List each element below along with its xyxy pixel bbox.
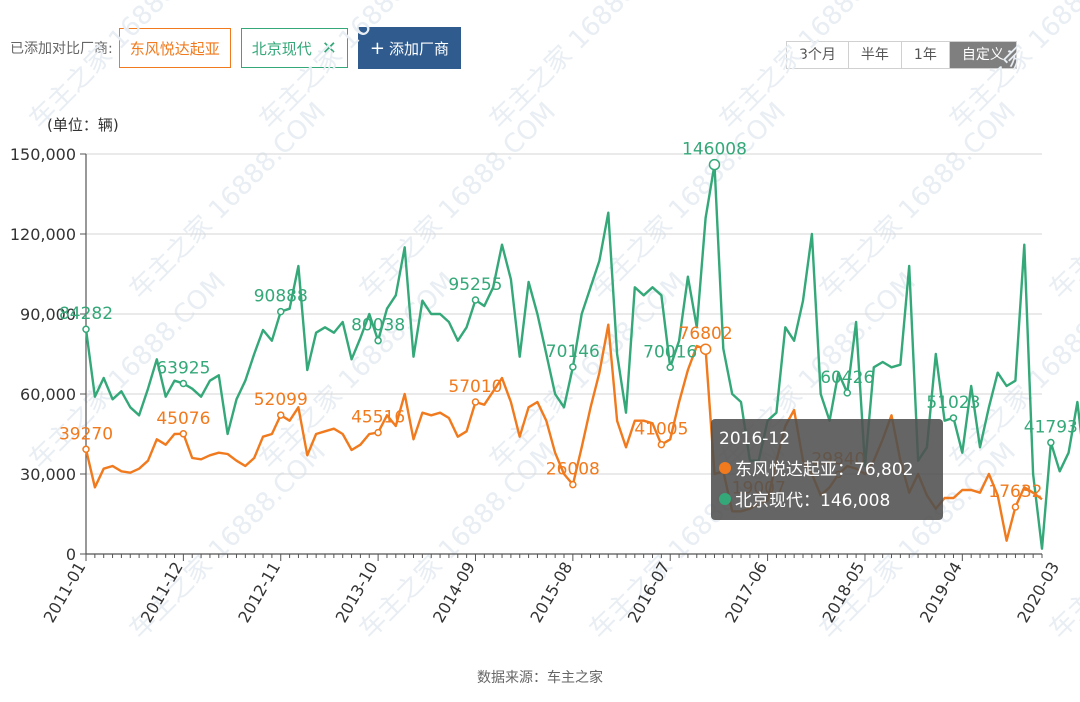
tooltip-row-label: 北京现代：146,008 xyxy=(735,491,891,511)
data-point xyxy=(1047,438,1055,447)
chip-dongfeng-yueda-kia[interactable]: 东风悦达起亚 xyxy=(118,28,231,68)
data-label: 95255 xyxy=(448,275,502,295)
data-point xyxy=(1011,503,1020,511)
tab-half-year[interactable]: 半年 xyxy=(848,42,902,68)
tooltip-row-label: 东风悦达起亚：76,802 xyxy=(735,460,914,480)
data-label: 84282 xyxy=(59,304,113,324)
add-manufacturer-button[interactable]: + 添加厂商 xyxy=(357,27,461,69)
chart-tooltip: 2016-12 东风悦达起亚：76,802 北京现代：146,008 xyxy=(711,419,943,520)
watermark: 车主之家 16888.COM xyxy=(1044,97,1080,305)
data-label: 76802 xyxy=(679,324,733,344)
data-point xyxy=(843,389,852,397)
chip-label: 东风悦达起亚 xyxy=(129,39,220,58)
tab-1-year[interactable]: 1年 xyxy=(901,42,950,68)
y-tick-label: 150,000 xyxy=(10,145,76,164)
data-label: 41793 xyxy=(1024,418,1078,438)
data-point xyxy=(374,336,382,345)
tab-custom[interactable]: 自定义 xyxy=(949,42,1016,68)
watermark-layer: 车主之家 16888.COM 车主之家 16888.COM 车主之家 16888.C… xyxy=(24,0,1080,645)
data-label: 146008 xyxy=(682,140,747,160)
data-point xyxy=(569,480,577,489)
data-label: 39270 xyxy=(59,424,113,444)
watermark: 车主之家 16888.COM xyxy=(714,0,922,135)
close-icon[interactable]: ✕ xyxy=(321,37,337,59)
data-label: 70146 xyxy=(546,342,600,362)
data-point xyxy=(276,411,285,419)
x-tick-label: 2012-11 xyxy=(234,559,284,626)
data-point xyxy=(699,343,712,355)
x-tick-label: 2017-06 xyxy=(721,559,771,626)
data-label: 60426 xyxy=(820,368,874,388)
watermark: 车主之家 16888.COM xyxy=(254,0,462,135)
grid-layer xyxy=(86,153,1042,475)
tooltip-row-dongfeng: 东风悦达起亚：76,802 xyxy=(719,455,935,480)
data-label: 26008 xyxy=(546,460,600,480)
add-button-label: 添加厂商 xyxy=(388,39,449,58)
data-source: 数据来源：车主之家 xyxy=(477,670,603,686)
y-tick-label: 90,000 xyxy=(20,305,76,324)
data-point xyxy=(471,398,480,406)
y-tick-label: 120,000 xyxy=(10,225,76,244)
data-label: 17632 xyxy=(988,482,1042,502)
tooltip-title: 2016-12 xyxy=(719,429,791,449)
watermark: 车主之家 16888.COM xyxy=(814,97,1022,305)
x-tick-label: 2011-01 xyxy=(40,559,90,626)
data-label: 70016 xyxy=(643,342,697,362)
data-label: 51023 xyxy=(926,393,980,413)
data-label: 52099 xyxy=(254,390,308,410)
data-point xyxy=(179,430,188,438)
data-point xyxy=(471,296,480,304)
watermark: 车主之家 16888.COM xyxy=(584,97,792,305)
compare-bar: 已添加对比厂商: 东风悦达起亚 北京现代 ✕ + 添加厂商 xyxy=(10,26,461,70)
y-tick-label: 30,000 xyxy=(20,465,76,484)
data-point xyxy=(666,363,674,372)
tab-3-months[interactable]: 3个月 xyxy=(787,42,849,68)
watermark: 车主之家 16888.COM xyxy=(124,97,332,305)
x-tick-label: 2015-08 xyxy=(526,559,576,626)
data-label: 57010 xyxy=(448,377,502,397)
data-point xyxy=(179,379,188,388)
data-point xyxy=(569,363,577,371)
compare-label: 已添加对比厂商: xyxy=(10,41,113,57)
tooltip-row-hyundai: 北京现代：146,008 xyxy=(719,486,935,511)
data-label: 45076 xyxy=(156,409,210,429)
data-label: 41005 xyxy=(634,420,688,440)
watermark: 车主之家 16888.COM xyxy=(24,0,232,135)
green-dot-icon xyxy=(719,492,731,505)
data-label: 90888 xyxy=(254,287,308,307)
plus-icon: + xyxy=(369,37,385,59)
data-point xyxy=(949,414,958,422)
data-point xyxy=(708,158,721,171)
data-label: 63925 xyxy=(156,359,210,379)
data-labels-layer: 39270 45076 52099 45516 57010 26008 41005 76802… xyxy=(59,140,1078,502)
data-label: 80038 xyxy=(351,316,405,336)
y-tick-label: 0 xyxy=(66,545,76,564)
data-point xyxy=(82,325,90,333)
data-point xyxy=(82,445,90,454)
data-label: 45516 xyxy=(351,408,405,428)
orange-dot-icon xyxy=(719,461,731,474)
watermark: 车主之家 16888.COM xyxy=(354,97,562,305)
data-point xyxy=(657,440,666,449)
y-tick-label: 60,000 xyxy=(20,385,76,404)
data-point xyxy=(276,307,285,316)
chip-beijing-hyundai[interactable]: 北京现代 ✕ xyxy=(240,28,348,68)
watermark: 车主之家 16888.COM xyxy=(484,0,692,135)
data-point xyxy=(374,428,382,437)
time-range-tabs: 3个月 半年 1年 自定义 xyxy=(786,41,1017,69)
x-tick-label: 2019-04 xyxy=(916,558,966,625)
chip-label: 北京现代 xyxy=(251,39,312,58)
y-unit-label: (单位：辆) xyxy=(47,116,119,134)
